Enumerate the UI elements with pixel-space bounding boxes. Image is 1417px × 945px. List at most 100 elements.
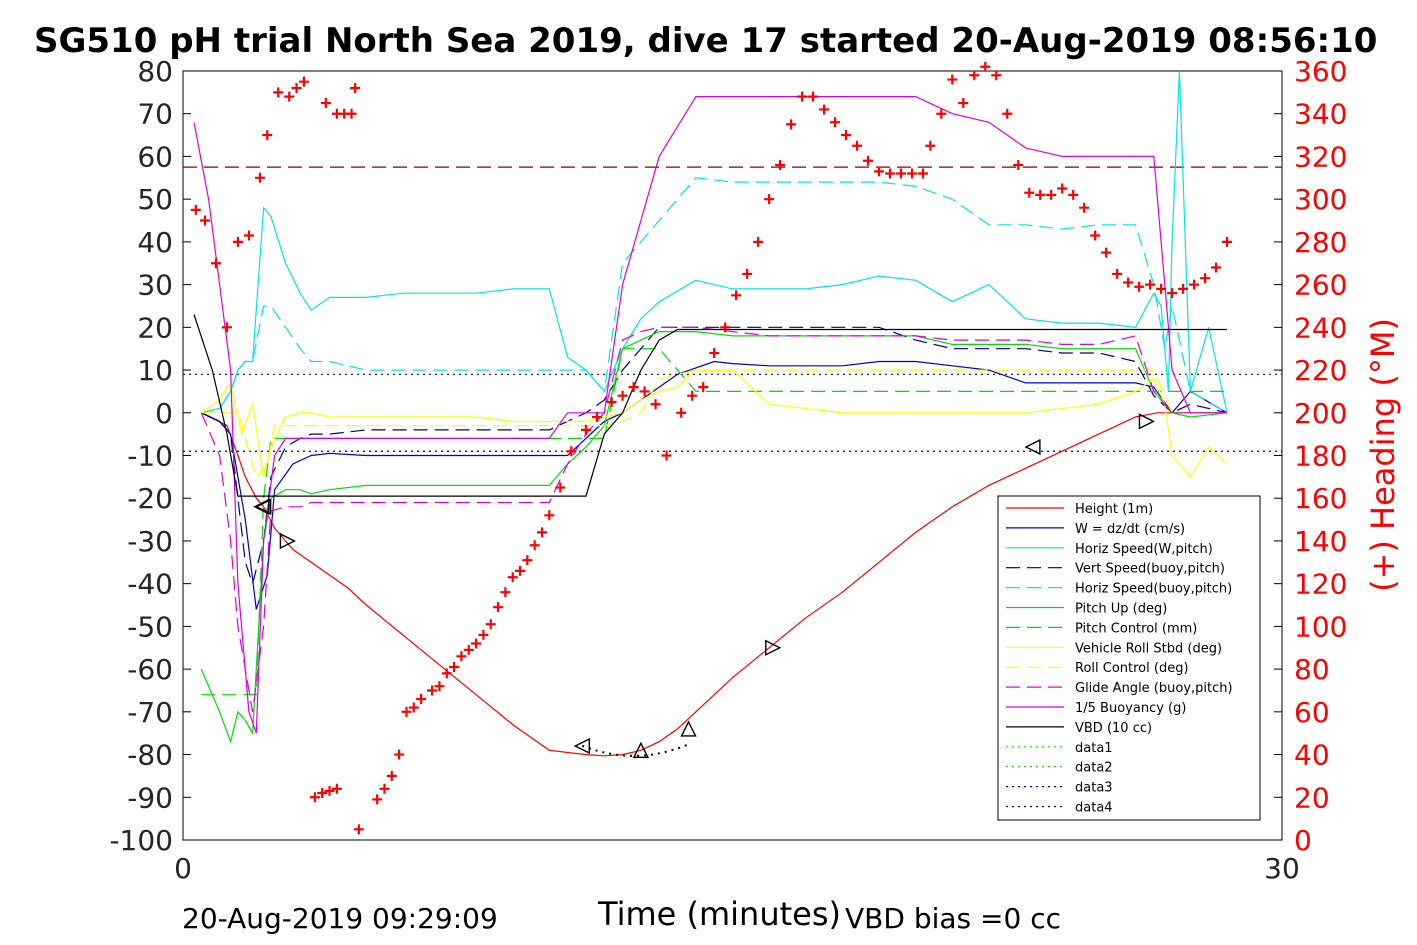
heading-point <box>199 215 210 226</box>
heading-point <box>1200 273 1211 284</box>
heading-point <box>947 74 958 85</box>
series-line <box>201 177 1228 414</box>
y-left-tick-label: -100 <box>109 824 173 857</box>
heading-point <box>841 130 852 141</box>
legend-entry: data2 <box>1075 761 1113 776</box>
y-left-tick-label: -60 <box>127 653 173 686</box>
heading-point <box>493 602 504 613</box>
dive-marker <box>255 498 272 515</box>
heading-point <box>353 824 364 835</box>
heading-point <box>863 155 874 166</box>
heading-point <box>1134 281 1145 292</box>
legend-entry: Pitch Up (deg) <box>1075 602 1167 617</box>
heading-point <box>907 168 918 179</box>
heading-point <box>808 91 819 102</box>
y-left-tick-label: -90 <box>127 781 173 814</box>
heading-point <box>917 168 928 179</box>
heading-point <box>1189 279 1200 290</box>
series-line <box>193 314 1227 497</box>
heading-point <box>731 290 742 301</box>
y-left-tick-label: 60 <box>137 140 173 173</box>
heading-point <box>309 792 320 803</box>
heading-point <box>463 644 474 655</box>
heading-point <box>742 268 753 279</box>
heading-point <box>471 638 482 649</box>
y-right-tick-label: 180 <box>1294 440 1347 473</box>
heading-point <box>273 87 284 98</box>
heading-point <box>958 98 969 109</box>
heading-point <box>628 382 639 393</box>
heading-point <box>661 450 672 461</box>
heading-point <box>320 98 331 109</box>
heading-point <box>331 783 342 794</box>
y-left-tick-label: -40 <box>127 568 173 601</box>
heading-point <box>478 629 489 640</box>
series-line <box>201 70 1228 414</box>
heading-point <box>1222 236 1233 247</box>
heading-point <box>980 61 991 72</box>
heading-point <box>1211 262 1222 273</box>
heading-point <box>566 446 577 457</box>
heading-point <box>427 685 438 696</box>
heading-point <box>720 322 731 333</box>
y-right-tick-label: 300 <box>1294 183 1347 216</box>
dive-marker <box>1138 413 1156 430</box>
heading-point <box>1035 189 1046 200</box>
legend-entry: data3 <box>1075 781 1113 796</box>
heading-point <box>529 540 540 551</box>
dive-marker <box>1024 438 1041 456</box>
plot-area: 80706050403020100-10-20-30-40-50-60-70-8… <box>109 55 1347 885</box>
heading-point <box>434 681 445 692</box>
heading-point <box>830 117 841 128</box>
heading-point <box>386 770 397 781</box>
dive-marker <box>680 720 697 737</box>
heading-point <box>1068 189 1079 200</box>
dive-marker <box>279 532 296 550</box>
heading-point <box>936 108 947 119</box>
legend-entry: VBD (10 cc) <box>1075 721 1152 736</box>
y-right-tick-label: 20 <box>1294 781 1330 814</box>
y-left-tick-label: 10 <box>137 354 173 387</box>
x-axis-label: Time (minutes) <box>597 895 841 933</box>
heading-point <box>441 668 452 679</box>
y-right-tick-label: 140 <box>1294 525 1347 558</box>
y-right-tick-label: 240 <box>1294 311 1347 344</box>
heading-point <box>507 572 518 583</box>
heading-point <box>591 412 602 423</box>
heading-point <box>874 166 885 177</box>
heading-point <box>1178 283 1189 294</box>
y-right-tick-label: 320 <box>1294 140 1347 173</box>
heading-point <box>1156 283 1167 294</box>
y-left-tick-label: -70 <box>127 696 173 729</box>
footer-timestamp: 20-Aug-2019 09:29:09 <box>182 902 498 935</box>
legend-entry: Glide Angle (buoy,pitch) <box>1075 681 1233 696</box>
heading-point <box>1024 187 1035 198</box>
series-line <box>201 326 1228 586</box>
legend-entry: Horiz Speed(W,pitch) <box>1075 542 1213 557</box>
heading-point <box>298 76 309 87</box>
heading-point <box>346 108 357 119</box>
heading-point <box>617 390 628 401</box>
y-right-tick-label: 40 <box>1294 739 1330 772</box>
y-left-tick-label: -80 <box>127 739 173 772</box>
heading-point <box>852 140 863 151</box>
y-left-tick-label: -20 <box>127 482 173 515</box>
y-left-tick-label: -50 <box>127 610 173 643</box>
legend-entry: Vert Speed(buoy,pitch) <box>1075 562 1225 577</box>
series-line <box>201 369 1227 479</box>
y-left-tick-label: 80 <box>137 55 173 88</box>
y-right-tick-label: 360 <box>1294 55 1347 88</box>
heading-point <box>709 347 720 358</box>
heading-point <box>416 694 427 705</box>
heading-point <box>639 386 650 397</box>
heading-point <box>408 702 419 713</box>
y-right-tick-label: 200 <box>1294 397 1347 430</box>
heading-point <box>522 555 533 566</box>
heading-point <box>210 258 221 269</box>
dive-marker <box>632 741 650 758</box>
heading-point <box>555 482 566 493</box>
heading-point <box>394 749 405 760</box>
heading-point <box>317 788 328 799</box>
y-right-tick-label: 280 <box>1294 226 1347 259</box>
y-left-tick-label: -10 <box>127 440 173 473</box>
